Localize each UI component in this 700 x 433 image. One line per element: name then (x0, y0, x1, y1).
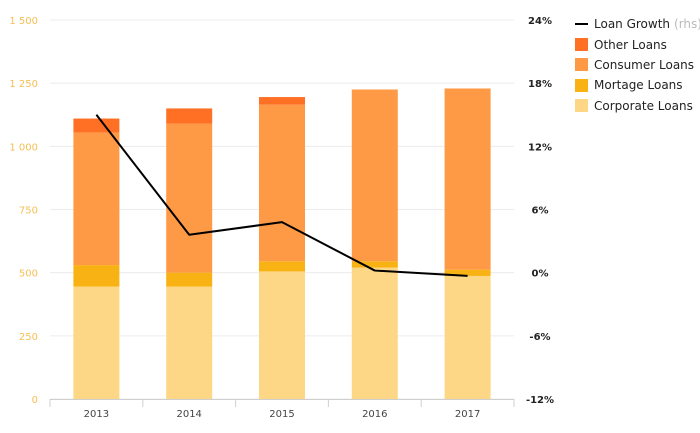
bar-segment-consumer-loans (259, 104, 305, 262)
legend-item-corporate-loans: Corporate Loans (575, 96, 700, 116)
legend-label: Consumer Loans (594, 57, 695, 72)
bar-segment-consumer-loans (444, 88, 491, 270)
x-tick-label: 2016 (362, 409, 387, 420)
y-right-tick-label: -6% (529, 332, 550, 343)
legend-label: Corporate Loans (594, 98, 693, 113)
bar-segment-consumer-loans (351, 89, 398, 262)
x-tick-label: 2014 (176, 409, 201, 420)
y-left-tick-label: 1 000 (9, 142, 38, 153)
bar-segment-other-loans (259, 97, 305, 105)
bar-segment-corporate-loans (166, 286, 213, 399)
legend-item-consumer-loans: Consumer Loans (575, 55, 700, 75)
y-left-tick-label: 1 250 (9, 79, 38, 90)
y-right-tick-label: 6% (532, 206, 549, 217)
bar-segment-mortage-loans (259, 261, 305, 272)
bar-segment-consumer-loans (73, 132, 120, 266)
legend-swatch (575, 58, 588, 72)
legend-item-loan-growth: Loan Growth (rhs) (575, 14, 700, 34)
bar-segment-corporate-loans (444, 275, 491, 399)
y-right-tick-label: 0% (532, 269, 549, 280)
legend-label: Other Loans (594, 37, 667, 52)
bar-segment-other-loans (73, 118, 120, 133)
legend-axis-note: (rhs) (674, 17, 700, 32)
bar-segment-consumer-loans (166, 123, 213, 273)
bar-segment-corporate-loans (73, 286, 120, 399)
y-right-tick-label: 18% (528, 79, 552, 90)
legend-swatch (575, 78, 588, 92)
bar-segment-mortage-loans (73, 265, 120, 287)
y-right-tick-label: 24% (528, 16, 552, 27)
bar-segment-mortage-loans (444, 269, 491, 276)
legend-item-other-loans: Other Loans (575, 34, 700, 54)
legend-swatch (575, 99, 588, 113)
legend-swatch (575, 38, 588, 52)
bar-segment-mortage-loans (166, 272, 213, 287)
legend-label: Mortage Loans (594, 78, 683, 93)
bar-segment-other-loans (166, 108, 213, 124)
y-right-tick-label: -12% (526, 395, 554, 406)
x-tick-label: 2013 (84, 409, 109, 420)
legend-item-mortage-loans: Mortage Loans (575, 75, 700, 95)
legend-label: Loan Growth (594, 17, 671, 32)
x-tick-label: 2015 (269, 409, 294, 420)
chart-legend: Loan Growth (rhs) Other Loans Consumer Loan… (575, 14, 700, 116)
bar-segment-corporate-loans (351, 267, 398, 399)
y-right-tick-label: 12% (528, 142, 552, 153)
bar-segment-mortage-loans (351, 261, 398, 268)
bar-segment-corporate-loans (259, 271, 305, 399)
y-left-tick-label: 500 (19, 269, 38, 280)
y-left-tick-label: 1 500 (9, 16, 38, 27)
y-left-tick-label: 250 (19, 332, 38, 343)
legend-line-swatch (575, 23, 588, 26)
y-left-tick-label: 750 (19, 206, 38, 217)
x-tick-label: 2017 (455, 409, 480, 420)
y-left-tick-label: 0 (32, 395, 38, 406)
